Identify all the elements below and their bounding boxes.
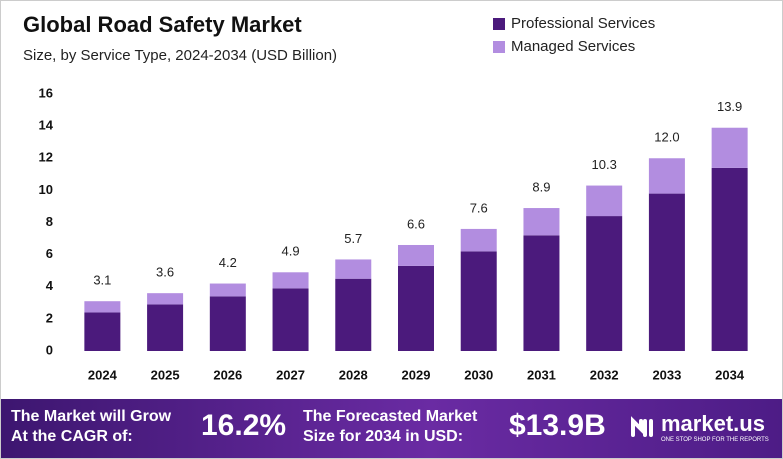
x-tick-label: 2025 bbox=[151, 367, 180, 382]
total-label: 3.1 bbox=[93, 273, 111, 288]
forecast-value: $13.9B bbox=[509, 409, 606, 442]
total-label: 3.6 bbox=[156, 265, 174, 280]
bar-segment bbox=[460, 251, 497, 351]
bar-segment bbox=[711, 167, 748, 351]
chart-subtitle: Size, by Service Type, 2024-2034 (USD Bi… bbox=[23, 47, 337, 64]
y-tick-label: 10 bbox=[39, 182, 53, 197]
total-label: 4.9 bbox=[282, 244, 300, 259]
total-label: 12.0 bbox=[654, 130, 679, 145]
bar-segment bbox=[586, 216, 623, 351]
bar-segment bbox=[335, 278, 372, 351]
legend-swatch bbox=[493, 41, 505, 53]
bar-segment bbox=[84, 312, 121, 351]
brand-logo bbox=[631, 416, 653, 437]
bar-segment bbox=[147, 304, 184, 351]
x-tick-label: 2026 bbox=[213, 367, 242, 382]
y-tick-label: 8 bbox=[46, 214, 53, 229]
footer: The Market will Grow At the CAGR of: 16.… bbox=[1, 399, 782, 458]
total-label: 7.6 bbox=[470, 200, 488, 215]
bar-segment bbox=[586, 185, 623, 217]
total-label: 5.7 bbox=[344, 231, 362, 246]
total-label: 10.3 bbox=[592, 157, 617, 172]
bar-segment bbox=[711, 127, 748, 168]
x-tick-label: 2029 bbox=[402, 367, 431, 382]
brand: market.us bbox=[661, 411, 765, 436]
bar-segment bbox=[209, 296, 246, 351]
bar-segment bbox=[648, 193, 685, 351]
total-label: 6.6 bbox=[407, 216, 425, 231]
x-tick-label: 2027 bbox=[276, 367, 305, 382]
chart: Global Road Safety Market Size, by Servi… bbox=[23, 12, 748, 382]
bar-segment bbox=[398, 244, 434, 266]
x-tick-label: 2033 bbox=[652, 367, 681, 382]
bar-segment bbox=[272, 272, 309, 289]
total-label: 13.9 bbox=[717, 99, 742, 114]
bar-segment bbox=[648, 158, 685, 194]
cagr-value: 16.2% bbox=[201, 409, 287, 442]
bar-segment bbox=[523, 208, 560, 236]
y-tick-label: 14 bbox=[39, 118, 54, 133]
total-label: 8.9 bbox=[532, 179, 550, 194]
x-tick-label: 2032 bbox=[590, 367, 619, 382]
x-tick-label: 2030 bbox=[464, 367, 493, 382]
y-tick-label: 6 bbox=[46, 246, 53, 261]
legend-swatch bbox=[493, 18, 505, 30]
bar-segment bbox=[147, 293, 184, 305]
x-tick-label: 2031 bbox=[527, 367, 556, 382]
bar-segment bbox=[460, 228, 497, 252]
tagline: ONE STOP SHOP FOR THE REPORTS bbox=[661, 437, 769, 443]
y-tick-label: 2 bbox=[46, 310, 53, 325]
forecast-text: The Forecasted Market Size for 2034 in U… bbox=[303, 408, 478, 445]
legend-label: Professional Services bbox=[511, 15, 655, 32]
bar-segment bbox=[84, 301, 121, 313]
bar-segment bbox=[523, 235, 560, 351]
chart-title: Global Road Safety Market bbox=[23, 12, 302, 37]
y-tick-label: 4 bbox=[46, 278, 54, 293]
cagr-text: The Market will Grow At the CAGR of: bbox=[11, 408, 172, 445]
x-tick-label: 2034 bbox=[715, 367, 745, 382]
bar-segment bbox=[398, 265, 434, 351]
y-tick-label: 16 bbox=[39, 85, 53, 100]
bar-segment bbox=[272, 288, 309, 351]
y-tick-label: 0 bbox=[46, 342, 53, 357]
legend-label: Managed Services bbox=[511, 38, 635, 55]
x-tick-label: 2024 bbox=[88, 367, 118, 382]
x-tick-label: 2028 bbox=[339, 367, 368, 382]
total-label: 4.2 bbox=[219, 255, 237, 270]
bar-segment bbox=[209, 283, 246, 297]
y-tick-label: 12 bbox=[39, 150, 53, 165]
bar-segment bbox=[335, 259, 372, 279]
